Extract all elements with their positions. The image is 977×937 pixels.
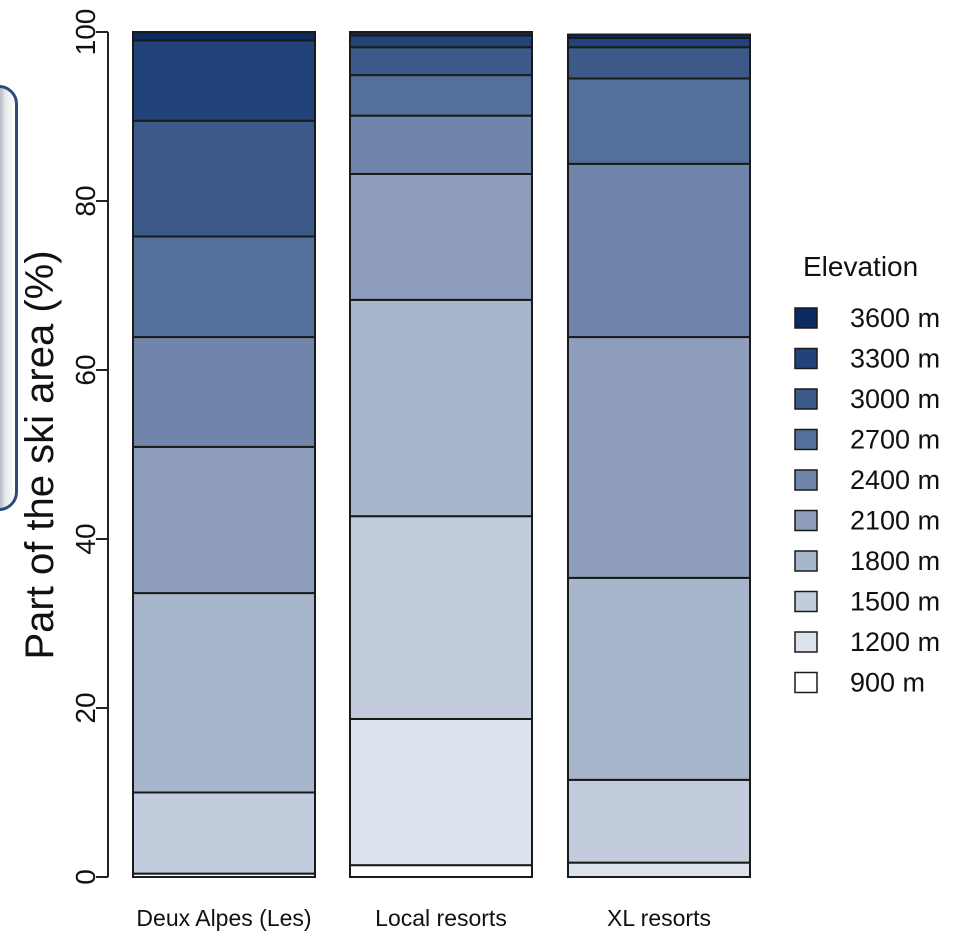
legend-label: 1200 m bbox=[850, 627, 940, 657]
legend-label: 2100 m bbox=[850, 506, 940, 536]
legend-label: 1500 m bbox=[850, 587, 940, 617]
x-axis-tick-labels: Deux Alpes (Les) Local resorts XL resorts bbox=[136, 905, 711, 931]
legend: 3600 m 3300 m 3000 m 2700 m 2400 m 2100 m 1800… bbox=[794, 303, 940, 698]
legend-label: 3300 m bbox=[850, 344, 940, 374]
y-tick-label: 20 bbox=[70, 692, 101, 723]
bar-segment bbox=[567, 576, 751, 781]
bar-segment bbox=[349, 46, 533, 77]
y-tick-label: 100 bbox=[70, 9, 101, 56]
bar-segment bbox=[567, 36, 751, 49]
legend-swatch bbox=[794, 307, 818, 329]
bar-segment bbox=[349, 864, 533, 878]
bar-segment bbox=[567, 77, 751, 165]
legend-label: 3000 m bbox=[850, 384, 940, 414]
bar-segment bbox=[132, 336, 316, 448]
x-tick-label: XL resorts bbox=[607, 905, 711, 931]
bar-segment bbox=[132, 235, 316, 339]
legend-title: Elevation bbox=[803, 251, 918, 282]
legend-swatch bbox=[794, 590, 818, 613]
bar-segment bbox=[349, 717, 533, 867]
legend-swatch bbox=[794, 550, 818, 572]
y-tick-label: 40 bbox=[70, 523, 101, 554]
y-tick-label: 0 bbox=[70, 869, 101, 885]
y-tick-label: 80 bbox=[70, 185, 101, 216]
bar-segment bbox=[567, 861, 751, 879]
x-tick-label: Local resorts bbox=[375, 905, 507, 931]
bar-segment bbox=[349, 74, 533, 117]
bar-segment bbox=[132, 119, 316, 238]
bar-segment bbox=[349, 114, 533, 175]
legend-swatch bbox=[794, 509, 818, 532]
bar-segment bbox=[132, 445, 316, 595]
legend-swatch bbox=[794, 428, 818, 451]
bar-segment bbox=[349, 298, 533, 518]
bar-segment bbox=[567, 162, 751, 339]
legend-label: 1800 m bbox=[850, 546, 940, 576]
legend-label: 2700 m bbox=[850, 425, 940, 455]
y-axis-label: Part of the ski area (%) bbox=[18, 250, 62, 659]
legend-label: 3600 m bbox=[850, 303, 940, 333]
bar-segment bbox=[132, 791, 316, 875]
bar-segment bbox=[567, 336, 751, 579]
bar-segment bbox=[132, 592, 316, 794]
legend-swatch bbox=[794, 671, 818, 694]
legend-swatch bbox=[794, 631, 818, 653]
legend-swatch bbox=[794, 469, 818, 491]
bar-segment bbox=[567, 33, 751, 39]
bar-segment bbox=[132, 31, 316, 42]
legend-swatch bbox=[794, 347, 818, 370]
y-tick-label: 60 bbox=[70, 354, 101, 385]
bar-segment bbox=[567, 46, 751, 80]
bar-segment bbox=[132, 39, 316, 122]
legend-label: 2400 m bbox=[850, 465, 940, 495]
bar-segment bbox=[349, 31, 533, 37]
x-tick-label: Deux Alpes (Les) bbox=[136, 905, 311, 931]
bar-segment bbox=[567, 778, 751, 864]
bar-segment bbox=[349, 34, 533, 49]
bars bbox=[132, 31, 751, 879]
bar-segment bbox=[349, 172, 533, 301]
bar-segment bbox=[349, 515, 533, 720]
y-axis: 0 20 40 60 80 100 bbox=[70, 9, 109, 885]
legend-label: 900 m bbox=[850, 668, 925, 698]
legend-swatch bbox=[794, 388, 818, 410]
